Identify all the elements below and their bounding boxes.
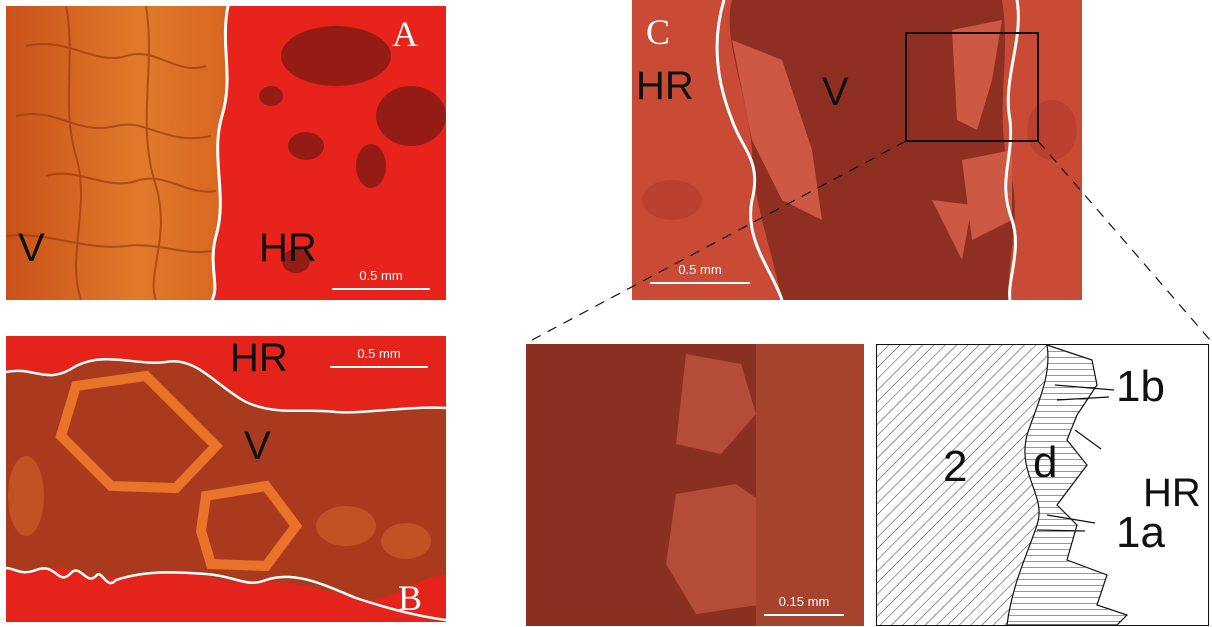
scale-bar-label: 0.15 mm (778, 594, 830, 609)
host-rock-label: HR (636, 64, 694, 108)
host-rock-label: HR (259, 226, 317, 270)
scale-bar-line (332, 288, 430, 290)
panel-a: A V HR 0.5 mm (6, 6, 446, 300)
scale-bar-line (330, 366, 428, 368)
scale-bar-label: 0.5 mm (678, 262, 722, 277)
scale-bar: 0.5 mm (332, 268, 430, 290)
sketch-image (877, 345, 1129, 625)
zoom-box (905, 32, 1039, 142)
panel-c: C HR V 0.5 mm (632, 0, 1082, 300)
scale-bar-line (764, 614, 844, 616)
zone-1b-label: 1b (1116, 362, 1165, 411)
scale-bar-line (650, 282, 750, 284)
scale-bar-label: 0.5 mm (359, 268, 403, 283)
zone-2-label: 2 (943, 442, 968, 491)
vein-label: V (822, 70, 849, 114)
scale-bar-label: 0.5 mm (357, 346, 401, 361)
detail-image (526, 344, 864, 626)
panel-b: B HR V 0.5 mm (6, 336, 446, 622)
scale-bar: 0.5 mm (330, 346, 428, 368)
scale-bar: 0.5 mm (650, 262, 750, 284)
host-rock-label: HR (1143, 471, 1201, 515)
sketch-panel: 2 d 1b HR 1a (876, 344, 1209, 626)
panel-c-image (632, 0, 1082, 300)
panel-letter: A (392, 14, 418, 54)
zone-1a-label: 1a (1116, 508, 1165, 557)
vein-label: V (244, 424, 271, 468)
detail-panel: 0.15 mm (526, 344, 864, 626)
panel-letter: B (398, 578, 423, 618)
panel-letter: C (646, 12, 671, 52)
vein-label: V (18, 226, 45, 270)
host-rock-label: HR (230, 336, 288, 380)
panel-a-image (6, 6, 446, 300)
panel-b-image (6, 336, 446, 622)
zone-d-label: d (1033, 438, 1058, 487)
scale-bar: 0.15 mm (764, 594, 844, 616)
